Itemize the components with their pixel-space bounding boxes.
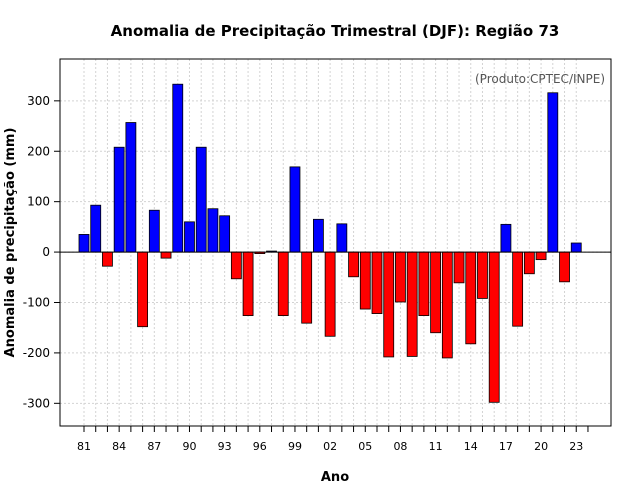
y-tick-label: 300 — [27, 94, 50, 108]
bar — [547, 92, 559, 253]
x-tick-label: 96 — [253, 440, 267, 453]
bar — [219, 215, 231, 253]
bar — [383, 251, 395, 358]
x-tick-label: 20 — [534, 440, 548, 453]
bar — [160, 251, 172, 259]
x-tick-label: 17 — [499, 440, 513, 453]
bar — [207, 208, 219, 253]
bars — [78, 83, 582, 403]
bar — [535, 251, 547, 261]
bar — [148, 209, 160, 253]
y-axis: -300 -200 -100 0 100 200 300 — [23, 94, 60, 410]
x-tick-label: 23 — [569, 440, 583, 453]
y-tick-label: 100 — [27, 195, 50, 209]
bar — [102, 251, 113, 267]
bar — [125, 122, 137, 253]
bar — [90, 204, 102, 253]
y-tick-label: 200 — [27, 144, 50, 158]
bar — [242, 251, 254, 316]
x-tick-label: 11 — [429, 440, 443, 453]
bar — [312, 218, 324, 253]
bar — [301, 251, 313, 324]
bar — [441, 251, 453, 359]
bar — [324, 251, 336, 337]
bar — [348, 251, 359, 278]
x-tick-label: 14 — [464, 440, 478, 453]
bar — [453, 251, 465, 284]
bar — [477, 251, 488, 299]
bar — [465, 251, 477, 345]
bar — [230, 251, 242, 280]
y-tick-label: -300 — [23, 396, 50, 410]
bar — [523, 251, 535, 275]
bar — [371, 251, 383, 314]
bar — [277, 251, 289, 316]
bar — [137, 251, 149, 328]
y-tick-label: -100 — [23, 295, 50, 309]
bar — [488, 251, 500, 403]
x-tick-label: 90 — [182, 440, 196, 453]
bar — [500, 223, 512, 253]
bar — [570, 242, 582, 253]
x-tick-label: 08 — [393, 440, 407, 453]
bar — [336, 223, 348, 253]
source-annotation: (Produto:CPTEC/INPE) — [475, 72, 605, 86]
bar — [113, 146, 125, 253]
bar — [359, 251, 371, 310]
y-axis-label: Anomalia de precipitação (mm) — [3, 128, 18, 358]
bar — [289, 166, 301, 253]
bar — [395, 251, 406, 303]
chart-title: Anomalia de Precipitação Trimestral (DJF… — [111, 22, 560, 40]
x-tick-label: 99 — [288, 440, 302, 453]
y-tick-label: 0 — [42, 245, 50, 259]
bar — [512, 251, 524, 327]
bar — [430, 251, 442, 334]
bar — [418, 251, 430, 316]
x-tick-label: 87 — [147, 440, 161, 453]
x-axis-label: Ano — [321, 470, 349, 485]
bar — [195, 146, 207, 253]
bar — [172, 83, 184, 253]
x-tick-label: 81 — [77, 440, 91, 453]
x-tick-label: 84 — [112, 440, 126, 453]
x-axis: 81 84 87 90 93 96 99 02 05 08 11 14 17 20 23 — [77, 426, 589, 453]
grid — [60, 59, 611, 426]
y-tick-label: -200 — [23, 346, 50, 360]
bar — [559, 251, 570, 283]
x-tick-label: 05 — [358, 440, 372, 453]
bar — [78, 234, 90, 253]
bar — [184, 221, 195, 253]
plot-frame — [59, 58, 612, 427]
x-tick-label: 02 — [323, 440, 337, 453]
bar — [406, 251, 418, 357]
x-tick-label: 93 — [218, 440, 232, 453]
